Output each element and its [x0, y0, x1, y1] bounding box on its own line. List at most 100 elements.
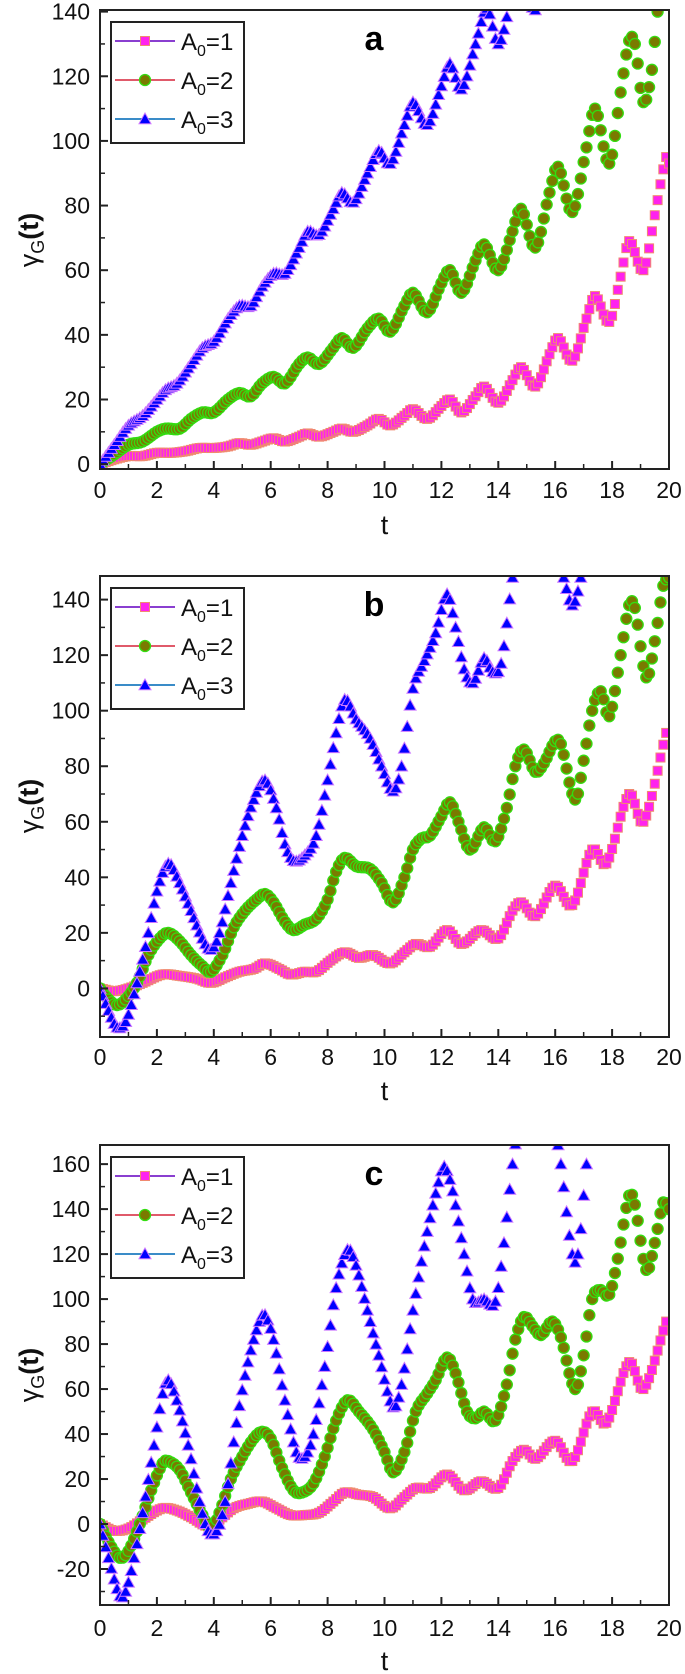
data-point-triangle [491, 664, 506, 678]
data-point-square [644, 1373, 655, 1384]
data-point-triangle [428, 97, 443, 110]
data-point-circle [497, 812, 511, 825]
data-point-square [658, 1325, 669, 1336]
y-axis-title-argument: (t) [14, 213, 44, 240]
legend-label-value: =3 [206, 1242, 233, 1269]
data-point-triangle [224, 1456, 238, 1469]
data-point-square [646, 1364, 657, 1375]
data-point-square [646, 790, 657, 801]
data-point-circle [611, 106, 624, 120]
data-point-triangle [448, 620, 463, 633]
data-point-square [641, 810, 652, 821]
data-point-circle [611, 1252, 624, 1265]
y-tick-label: 40 [64, 864, 90, 890]
y-tick-label: 140 [52, 587, 90, 613]
y-tick-label: 80 [64, 193, 90, 219]
x-tick-label: 2 [151, 477, 164, 503]
legend-label-value: =1 [206, 29, 233, 56]
data-point-circle [403, 1425, 417, 1438]
x-tick-label: 0 [94, 1044, 107, 1070]
data-point-triangle [451, 634, 466, 647]
data-point-triangle [502, 591, 517, 605]
data-point-triangle [457, 77, 472, 90]
data-point-triangle [167, 1384, 181, 1397]
data-point-square [615, 1376, 626, 1387]
data-point-square [581, 313, 592, 324]
data-point-triangle [323, 1318, 338, 1331]
legend-label-subscript: 0 [197, 121, 206, 138]
legend-label: A0=3 [181, 673, 233, 704]
x-tick-label: 12 [429, 1044, 455, 1070]
data-point-triangle [295, 234, 309, 247]
data-point-triangle [189, 1481, 204, 1494]
data-point-square [655, 179, 666, 190]
data-point-triangle [135, 1505, 150, 1519]
data-point-triangle [494, 1259, 508, 1272]
data-point-square [664, 158, 669, 169]
legend-entry-A0-1: A0=1 [115, 29, 233, 60]
data-point-circle [577, 155, 590, 169]
data-point-circle [509, 1333, 522, 1346]
y-tick-label: 120 [52, 642, 90, 668]
legend-label: A0=2 [181, 634, 233, 665]
data-point-triangle [497, 1235, 511, 1249]
data-point-triangle [138, 1489, 153, 1502]
data-point-triangle [144, 1455, 159, 1468]
x-tick-label: 16 [542, 477, 568, 503]
y-axis-title-symbol: γ [14, 819, 44, 833]
legend-label-base: A [181, 1203, 197, 1230]
legend-label-base: A [181, 595, 197, 622]
data-point-triangle [192, 1494, 207, 1507]
x-axis-title: t [381, 510, 389, 540]
x-tick-label: 8 [321, 477, 334, 503]
data-point-triangle [100, 988, 110, 1002]
data-point-circle [617, 631, 630, 644]
data-point-triangle [491, 1280, 506, 1293]
legend-label-subscript: 0 [197, 1178, 206, 1195]
data-point-triangle [460, 1264, 474, 1277]
data-point-circle [580, 141, 593, 154]
data-point-triangle [118, 1014, 133, 1028]
data-point-circle [494, 822, 508, 835]
data-point-triangle [505, 1157, 520, 1170]
data-point-square [655, 752, 666, 763]
data-point-triangle [389, 780, 403, 794]
data-point-square [612, 822, 623, 833]
data-point-triangle [312, 817, 326, 830]
data-point-triangle [369, 1337, 383, 1350]
data-point-circle [628, 1198, 642, 1211]
data-point-triangle [400, 1342, 415, 1355]
data-point-triangle [573, 1221, 588, 1235]
data-point-triangle [263, 1321, 278, 1334]
x-tick-label: 14 [486, 477, 512, 503]
x-tick-label: 0 [94, 477, 107, 503]
data-point-triangle [272, 812, 287, 825]
data-point-triangle [104, 1561, 119, 1574]
x-tick-label: 20 [656, 1615, 682, 1641]
y-axis-title-symbol: γ [14, 1388, 44, 1402]
legend-box [110, 1156, 245, 1279]
data-point-triangle [150, 1420, 164, 1433]
data-point-square [629, 1366, 640, 1377]
panel-c: 0 2 4 6 8 10 12 14 16 18 20 -20 0 20 40 60 80 100 120 140 16… [14, 1144, 682, 1674]
data-point-triangle [403, 698, 417, 711]
data-point-triangle [326, 201, 341, 215]
y-tick-label: 60 [64, 257, 90, 283]
data-point-circle [557, 179, 570, 192]
legend-label-base: A [181, 634, 197, 661]
data-point-triangle [249, 1322, 264, 1336]
data-point-triangle [141, 925, 156, 939]
data-point-square [615, 271, 626, 282]
data-point-triangle [474, 14, 489, 27]
data-point-circle [617, 67, 630, 80]
data-point-square [607, 843, 618, 854]
data-point-circle [597, 693, 610, 706]
data-point-square [607, 310, 618, 321]
y-tick-label: 20 [64, 1466, 90, 1492]
data-point-triangle [218, 1494, 233, 1507]
data-point-circle [634, 1234, 647, 1247]
data-point-circle [640, 93, 653, 106]
data-point-triangle [460, 68, 474, 82]
data-point-triangle [431, 1175, 446, 1188]
